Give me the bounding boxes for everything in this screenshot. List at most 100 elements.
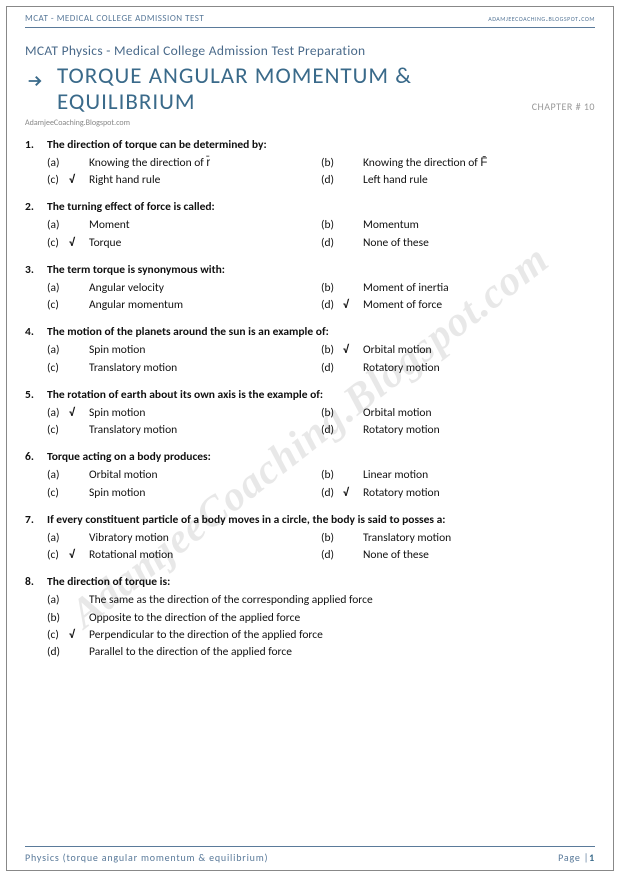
option-letter: (b): [321, 530, 343, 547]
option-label: (a): [47, 530, 89, 547]
question-text: The turning effect of force is called:: [47, 200, 595, 214]
option-label: (c): [47, 297, 89, 314]
options-row: (c)Translatory motion(d)Rotatory motion: [47, 422, 595, 439]
option: (c)√Perpendicular to the direction of th…: [47, 627, 595, 644]
topbar-right-text: adamjeecoaching.blogspot.com: [488, 13, 595, 24]
option: (a) Vibratory motion: [47, 530, 321, 547]
options-row: (a)Angular velocity(b)Moment of inertia: [47, 280, 595, 297]
option-text: Moment of inertia: [363, 280, 595, 297]
checkmark-icon: [69, 297, 83, 314]
option-label: (a)√: [47, 405, 89, 422]
checkmark-icon: [343, 360, 357, 377]
option: (a)Spin motion: [47, 342, 321, 359]
option-text: Rotational motion: [89, 547, 321, 564]
option: (b)Linear motion: [321, 467, 595, 484]
option-letter: (b): [321, 342, 343, 359]
option-letter: (d): [321, 422, 343, 439]
chapter-label: CHAPTER # 10: [532, 100, 595, 116]
option-text: Moment of force: [363, 297, 595, 314]
checkmark-icon: [69, 610, 83, 627]
checkmark-icon: [69, 530, 83, 547]
question-text: The direction of torque is:: [47, 575, 595, 589]
option-letter: (a): [47, 530, 69, 547]
option-label: (a): [47, 467, 89, 484]
options-row: (c)√Right hand rule(d)Left hand rule: [47, 172, 595, 189]
option-text: Translatory motion: [89, 422, 321, 439]
question-text: The term torque is synonymous with:: [47, 263, 595, 277]
option-letter: (a): [47, 155, 69, 172]
option-text: Perpendicular to the direction of the ap…: [89, 627, 595, 644]
option-letter: (b): [321, 467, 343, 484]
options-row: (c)√Rotational motion(d) None of these: [47, 547, 595, 564]
options-row: (a)Knowing the direction of r̄(b)Knowing…: [47, 155, 595, 172]
option-text: Knowing the direction of r̄: [89, 155, 321, 172]
option-letter: (b): [321, 405, 343, 422]
options-row: (a)Vibratory motion(b)Translatory motion: [47, 530, 595, 547]
option-label: (d): [47, 644, 89, 661]
question-text: If every constituent particle of a body …: [47, 513, 595, 527]
question-block: 5.The rotation of earth about its own ax…: [25, 388, 595, 440]
option-text: The same as the direction of the corresp…: [89, 592, 595, 609]
option: (a)√Spin motion: [47, 405, 321, 422]
option: (c)√Rotational motion: [47, 547, 321, 564]
checkmark-icon: [343, 155, 357, 172]
option-letter: (b): [321, 280, 343, 297]
question-text: The rotation of earth about its own axis…: [47, 388, 595, 402]
option-text: Orbital motion: [363, 342, 595, 359]
option: (d) None of these: [321, 547, 595, 564]
question-number: 7.: [25, 513, 47, 565]
option: (d)Rotatory motion: [321, 422, 595, 439]
question-number: 1.: [25, 138, 47, 190]
option-text: None of these: [363, 235, 595, 252]
options-row: (c)√Torque(d)None of these: [47, 235, 595, 252]
checkmark-icon: [69, 280, 83, 297]
option-text: Vibratory motion: [89, 530, 321, 547]
checkmark-icon: [69, 592, 83, 609]
option: (a) Knowing the direction of r̄: [47, 155, 321, 172]
option-letter: (a): [47, 280, 69, 297]
question-body: The rotation of earth about its own axis…: [47, 388, 595, 440]
question-block: 4.The motion of the planets around the s…: [25, 325, 595, 377]
checkmark-icon: √: [69, 172, 83, 189]
option-label: (d): [321, 360, 363, 377]
option: (c)Spin motion: [47, 485, 321, 502]
question-number: 5.: [25, 388, 47, 440]
question-body: Torque acting on a body produces:(a)Orbi…: [47, 450, 595, 502]
checkmark-icon: √: [69, 235, 83, 252]
option: (d)Parallel to the direction of the appl…: [47, 644, 595, 661]
checkmark-icon: √: [343, 485, 357, 502]
question-body: The term torque is synonymous with:(a)An…: [47, 263, 595, 315]
option-letter: (a): [47, 405, 69, 422]
option-label: (b): [321, 467, 363, 484]
option-label: (a): [47, 217, 89, 234]
question-block: 8.The direction of torque is:(a)The same…: [25, 575, 595, 661]
option: (d)√Rotatory motion: [321, 485, 595, 502]
option-letter: (b): [321, 217, 343, 234]
question-block: 2.The turning effect of force is called:…: [25, 200, 595, 252]
option-label: (b)√: [321, 342, 363, 359]
options-row: (a)Spin motion(b)√Orbital motion: [47, 342, 595, 359]
page-number: 1: [589, 851, 595, 864]
option-letter: (c): [47, 235, 69, 252]
option-label: (a): [47, 155, 89, 172]
option-label: (c)√: [47, 172, 89, 189]
options-row: (c)√Perpendicular to the direction of th…: [47, 627, 595, 644]
option-letter: (d): [321, 360, 343, 377]
option-label: (d)√: [321, 297, 363, 314]
option-label: (d)√: [321, 485, 363, 502]
option-text: None of these: [363, 547, 595, 564]
option-label: (d): [321, 547, 363, 564]
page-title: TORQUE ANGULAR MOMENTUM & EQUILIBRIUM: [57, 63, 532, 116]
option-letter: (d): [321, 547, 343, 564]
question-body: The turning effect of force is called: (a…: [47, 200, 595, 252]
option-letter: (a): [47, 592, 69, 609]
option-letter: (b): [47, 610, 69, 627]
option-text: Translatory motion: [89, 360, 321, 377]
option-letter: (c): [47, 360, 69, 377]
option-label: (b): [47, 610, 89, 627]
option-text: Rotatory motion: [363, 485, 595, 502]
option-letter: (d): [321, 172, 343, 189]
option-letter: (d): [321, 485, 343, 502]
checkmark-icon: √: [69, 405, 83, 422]
subject-line: MCAT Physics - Medical College Admission…: [25, 42, 595, 59]
